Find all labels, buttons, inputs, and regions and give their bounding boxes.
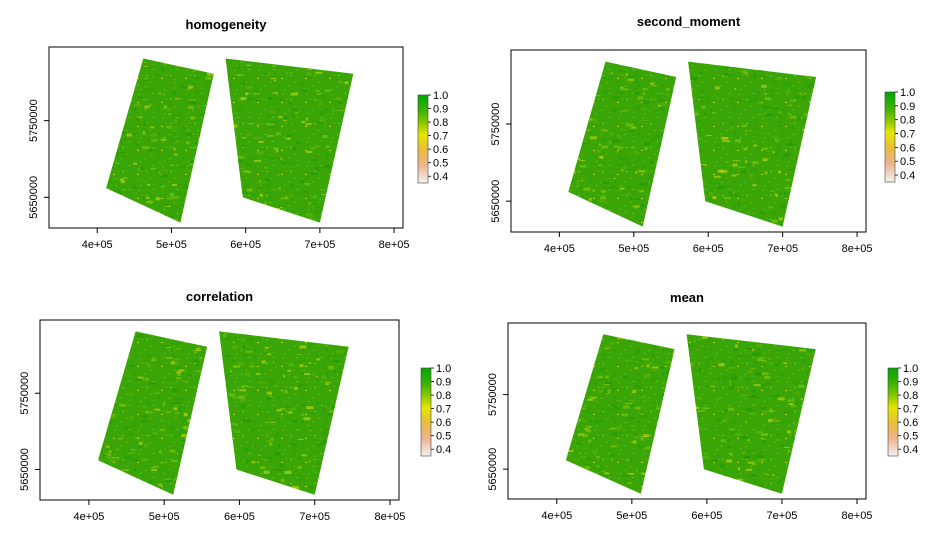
legend-colorbar xyxy=(887,367,899,457)
raster-scene xyxy=(219,331,349,495)
y-tick-label: 5750000 xyxy=(19,372,31,415)
x-tick-label: 6e+05 xyxy=(230,239,261,251)
panel-homogeneity: homogeneity 4e+05 5e+05 6e+05 7e+05 8e+05 5650… xyxy=(28,17,448,251)
legend-tick-label: 0.5 xyxy=(436,431,451,443)
legend-colorbar xyxy=(420,367,432,457)
legend-tick-label: 0.4 xyxy=(433,171,448,183)
x-tick-label: 5e+05 xyxy=(149,511,180,523)
legend-tick-label: 0.8 xyxy=(433,117,448,129)
y-tick-label: 5650000 xyxy=(19,448,31,491)
x-tick-label: 4e+05 xyxy=(82,239,113,251)
plot-frame xyxy=(48,46,404,229)
plot-title: mean xyxy=(670,290,704,305)
x-tick-label: 6e+05 xyxy=(693,243,724,255)
x-tick-label: 6e+05 xyxy=(224,511,255,523)
legend-tick-label: 0.8 xyxy=(900,115,915,127)
panel-mean: mean 4e+05 5e+05 6e+05 7e+05 8e+05 5650000 5750… xyxy=(487,290,918,522)
x-tick-label: 8e+05 xyxy=(842,510,873,522)
x-tick-label: 5e+05 xyxy=(156,239,187,251)
y-tick-label: 5650000 xyxy=(490,180,502,223)
y-tick-label: 5750000 xyxy=(487,373,499,416)
legend-tick-label: 0.7 xyxy=(436,404,451,416)
y-tick-label: 5750000 xyxy=(28,99,40,142)
legend-tick-label: 1.0 xyxy=(900,87,915,99)
legend-tick-label: 0.4 xyxy=(900,170,915,182)
legend-tick-label: 0.7 xyxy=(433,131,448,143)
x-tick-label: 4e+05 xyxy=(73,511,104,523)
legend-tick-label: 0.8 xyxy=(436,390,451,402)
legend-tick-label: 0.4 xyxy=(903,444,918,456)
legend-tick-label: 0.9 xyxy=(903,377,918,389)
legend-tick-label: 0.9 xyxy=(433,104,448,116)
raster-scene xyxy=(106,58,214,223)
x-tick-label: 5e+05 xyxy=(618,243,649,255)
y-tick-label: 5650000 xyxy=(487,448,499,491)
legend-tick-label: 1.0 xyxy=(436,363,451,375)
legend-colorbar xyxy=(884,91,896,183)
x-tick-label: 7e+05 xyxy=(767,243,798,255)
plot-title: correlation xyxy=(186,289,253,304)
x-tick-label: 6e+05 xyxy=(691,510,722,522)
x-tick-label: 8e+05 xyxy=(375,511,406,523)
raster-scene xyxy=(565,334,675,494)
legend-tick-label: 0.7 xyxy=(900,129,915,141)
plot-title: second_moment xyxy=(637,14,741,29)
legend-tick-label: 0.9 xyxy=(436,377,451,389)
plot-frame xyxy=(39,319,400,501)
x-tick-label: 7e+05 xyxy=(299,511,330,523)
legend-tick-label: 0.6 xyxy=(436,417,451,429)
x-tick-label: 7e+05 xyxy=(766,510,797,522)
legend-tick-label: 1.0 xyxy=(903,363,918,375)
raster-scene xyxy=(688,61,817,227)
legend-tick-label: 0.6 xyxy=(433,144,448,156)
legend-tick-label: 0.6 xyxy=(900,142,915,154)
x-tick-label: 8e+05 xyxy=(379,239,410,251)
legend-tick-label: 0.5 xyxy=(900,156,915,168)
legend-tick-label: 0.5 xyxy=(903,431,918,443)
x-tick-label: 4e+05 xyxy=(541,510,572,522)
x-tick-label: 8e+05 xyxy=(842,243,873,255)
y-tick-label: 5650000 xyxy=(28,176,40,219)
x-tick-label: 7e+05 xyxy=(304,239,335,251)
legend-tick-label: 1.0 xyxy=(433,90,448,102)
plot-title: homogeneity xyxy=(186,17,268,32)
y-tick-label: 5750000 xyxy=(490,103,502,146)
plot-frame xyxy=(507,322,867,500)
legend-tick-label: 0.5 xyxy=(433,158,448,170)
legend-tick-label: 0.6 xyxy=(903,417,918,429)
x-tick-label: 4e+05 xyxy=(544,243,575,255)
panel-correlation: correlation 4e+05 5e+05 6e+05 7e+05 8e+05 5650… xyxy=(19,289,451,523)
legend-tick-label: 0.7 xyxy=(903,404,918,416)
panel-second-moment: second_moment 4e+05 5e+05 6e+05 7e+05 8e+05 56… xyxy=(490,14,915,255)
legend-tick-label: 0.4 xyxy=(436,444,451,456)
legend-tick-label: 0.8 xyxy=(903,390,918,402)
x-tick-label: 5e+05 xyxy=(616,510,647,522)
legend-colorbar xyxy=(417,94,429,184)
raster-scene xyxy=(225,58,354,223)
legend-tick-label: 0.9 xyxy=(900,101,915,113)
plot-frame xyxy=(510,49,867,233)
